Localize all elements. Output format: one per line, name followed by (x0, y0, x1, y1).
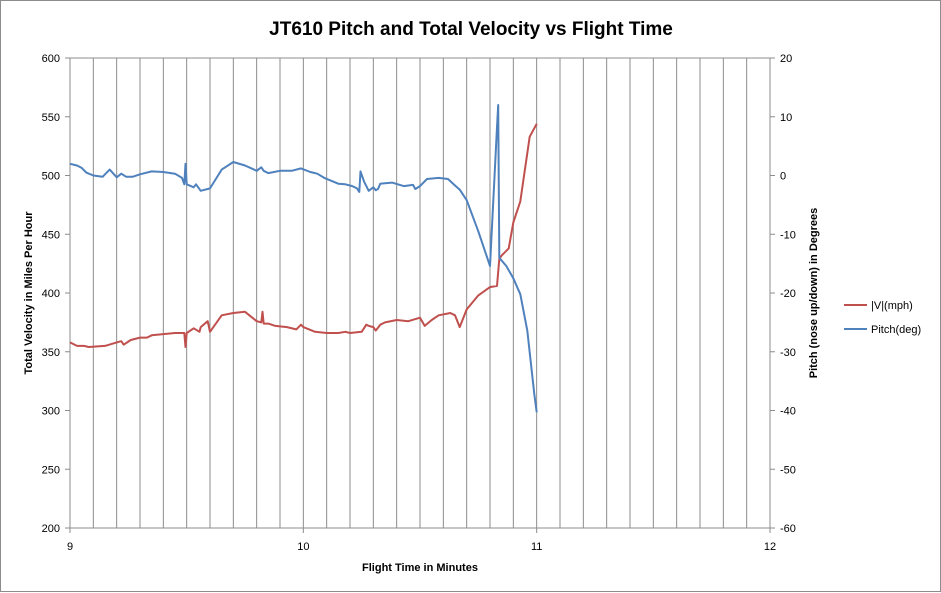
y-tick-label: 450 (42, 229, 60, 241)
y2-tick-label: -20 (780, 288, 796, 300)
axis-ticks: 9 10 11 12200250300350400450500550600-60-50… (42, 53, 796, 553)
x-tick-label: 9 (67, 541, 73, 553)
gridlines (92, 58, 748, 528)
y2-tick-label: 0 (780, 171, 786, 183)
y-tick-label: 400 (42, 288, 60, 300)
legend-label-pitch: Pitch(deg) (871, 324, 921, 336)
y2-tick-label: -60 (780, 523, 796, 535)
y2-tick-label: -30 (780, 347, 796, 359)
y-tick-label: 550 (42, 112, 60, 124)
y2-tick-label: 20 (780, 53, 792, 65)
x-axis-title: Flight Time in Minutes (362, 562, 478, 574)
chart-title: JT610 Pitch and Total Velocity vs Flight… (269, 19, 673, 40)
y-tick-label: 350 (42, 347, 60, 359)
legend: |V|(mph) Pitch(deg) (844, 300, 921, 336)
y2-axis-title: Pitch (nose up/down) in Degrees (808, 208, 820, 379)
x-tick-label: 11 (531, 541, 542, 553)
series-layer (69, 104, 538, 413)
y-tick-label: 300 (42, 406, 60, 418)
y-tick-label: 200 (42, 523, 60, 535)
y-tick-label: 600 (42, 53, 60, 65)
y-tick-label: 500 (42, 171, 60, 183)
y-axis-title: Total Velocity in Miles Per Hour (23, 211, 35, 375)
y2-tick-label: -50 (780, 464, 796, 476)
y2-tick-label: -10 (780, 229, 796, 241)
y2-tick-label: 10 (780, 112, 792, 124)
x-tick-label: 12 (764, 541, 776, 553)
legend-label-velocity: |V|(mph) (871, 300, 913, 312)
x-tick-label: 10 (297, 541, 309, 553)
y2-tick-label: -40 (780, 406, 796, 418)
series-line-pitch (69, 104, 538, 413)
series-line-velocity (69, 123, 538, 348)
y-tick-label: 250 (42, 464, 60, 476)
